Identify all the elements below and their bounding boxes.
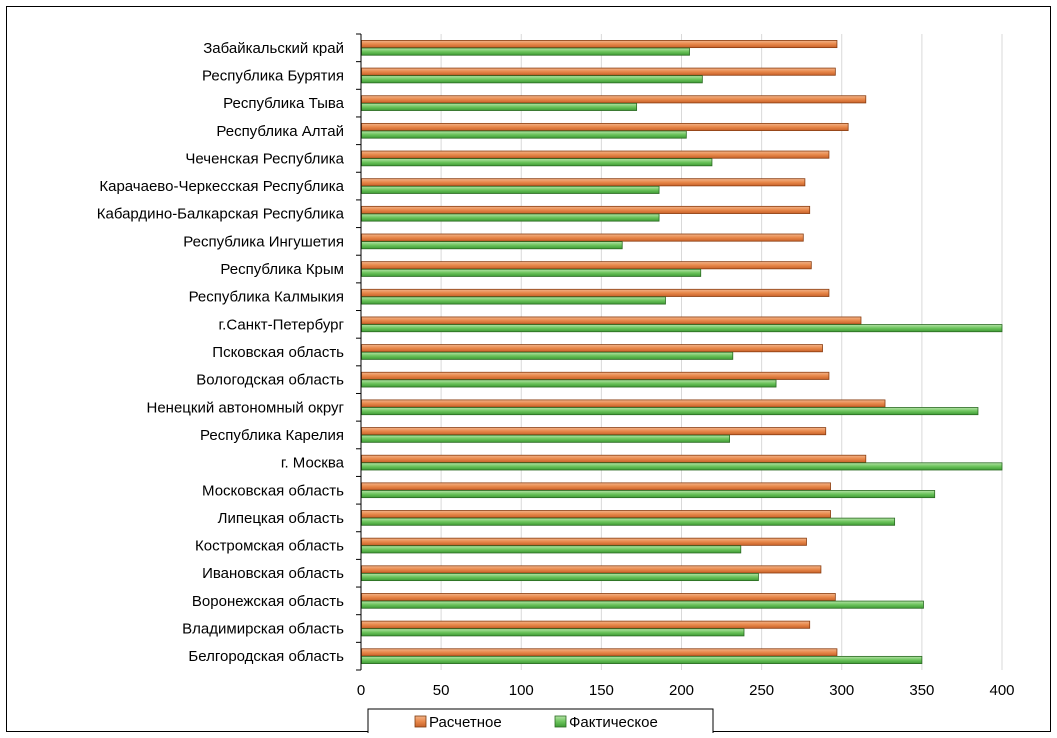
bar-calculated (361, 371, 830, 380)
x-tick-label: 150 (589, 682, 614, 699)
bar-actual (361, 545, 742, 554)
bar-actual (361, 573, 759, 582)
bar-calculated (361, 620, 811, 629)
bar-actual (361, 490, 936, 499)
bar-actual (361, 324, 1003, 333)
bar-actual (361, 102, 638, 111)
bar-calculated (361, 565, 822, 574)
x-tick-label: 0 (357, 682, 365, 699)
legend-label-calculated: Расчетное (429, 714, 502, 731)
bar-actual (361, 407, 979, 416)
legend: Расчетное Фактическое (367, 708, 714, 733)
category-label: Республика Алтай (216, 123, 344, 140)
legend-swatch-calculated (414, 715, 427, 728)
category-label: Республика Карелия (200, 427, 344, 444)
x-tick-label: 350 (909, 682, 934, 699)
bar-actual (361, 296, 666, 305)
bar-calculated (361, 316, 862, 325)
bar-calculated (361, 648, 838, 657)
legend-label-actual: Фактическое (569, 714, 658, 731)
bar-actual (361, 628, 745, 637)
category-label: Республика Крым (220, 261, 344, 278)
bar-actual (361, 655, 923, 664)
bar-actual (361, 379, 777, 388)
x-tick-label: 200 (669, 682, 694, 699)
bar-calculated (361, 67, 836, 76)
bar-calculated (361, 344, 823, 353)
bar-calculated (361, 95, 867, 104)
bar-actual (361, 158, 713, 167)
x-tick-label: 50 (433, 682, 450, 699)
category-label: Владимирская область (182, 621, 344, 638)
category-labels: Забайкальский край Республика Бурятия Респ… (97, 40, 345, 665)
bar-actual (361, 517, 896, 526)
y-axis (356, 33, 362, 671)
x-tick-label: 250 (749, 682, 774, 699)
bar-calculated (361, 482, 831, 491)
bar-calculated (361, 150, 830, 159)
category-label: Ненецкий автономный округ (146, 399, 344, 416)
category-label: Республика Калмыкия (189, 289, 344, 306)
bar-actual (361, 241, 623, 250)
x-axis-tick-labels: 0 50 100 150 200 250 300 350 400 (357, 682, 1015, 699)
x-tick-label: 400 (989, 682, 1014, 699)
category-label: Воронежская область (192, 593, 344, 610)
bar-chart: Забайкальский край Республика Бурятия Респ… (97, 33, 1015, 733)
category-label: Белгородская область (188, 648, 344, 665)
category-label: Вологодская область (196, 372, 344, 389)
bar-actual (361, 600, 924, 609)
category-label: Республика Ингушетия (183, 233, 344, 250)
bars (361, 40, 1003, 664)
category-label: г. Москва (281, 455, 345, 472)
category-label: Кабардино-Балкарская Республика (97, 206, 345, 223)
category-label: г.Санкт-Петербург (219, 316, 345, 333)
bar-calculated (361, 454, 867, 463)
bar-calculated (361, 40, 838, 49)
bar-actual (361, 75, 703, 84)
category-label: Республика Бурятия (202, 67, 344, 84)
bar-calculated (361, 427, 827, 436)
category-label: Карачаево-Черкесская Республика (99, 178, 344, 195)
bar-calculated (361, 510, 831, 519)
bar-actual (361, 351, 734, 360)
legend-swatch-actual (554, 715, 567, 728)
chart-frame: Забайкальский край Республика Бурятия Респ… (6, 6, 1051, 733)
bar-calculated (361, 537, 807, 546)
bar-calculated (361, 261, 812, 270)
bar-calculated (361, 593, 836, 602)
category-label: Костромская область (195, 538, 344, 555)
x-tick-label: 300 (829, 682, 854, 699)
x-tick-label: 100 (509, 682, 534, 699)
bar-actual (361, 462, 1003, 471)
category-label: Забайкальский край (203, 40, 344, 57)
bar-actual (361, 434, 730, 443)
bar-actual (361, 185, 660, 194)
bar-calculated (361, 288, 830, 297)
bar-actual (361, 268, 702, 277)
category-label: Псковская область (212, 344, 344, 361)
bar-calculated (361, 233, 804, 242)
category-label: Республика Тыва (223, 95, 345, 112)
bar-calculated (361, 122, 849, 131)
bar-actual (361, 130, 687, 139)
bar-calculated (361, 178, 806, 187)
category-label: Липецкая область (218, 510, 345, 527)
bar-calculated (361, 399, 886, 408)
category-label: Чеченская Республика (185, 150, 344, 167)
bar-actual (361, 213, 660, 222)
bar-actual (361, 47, 690, 56)
category-label: Ивановская область (202, 565, 344, 582)
category-label: Московская область (202, 482, 344, 499)
bar-calculated (361, 205, 811, 214)
